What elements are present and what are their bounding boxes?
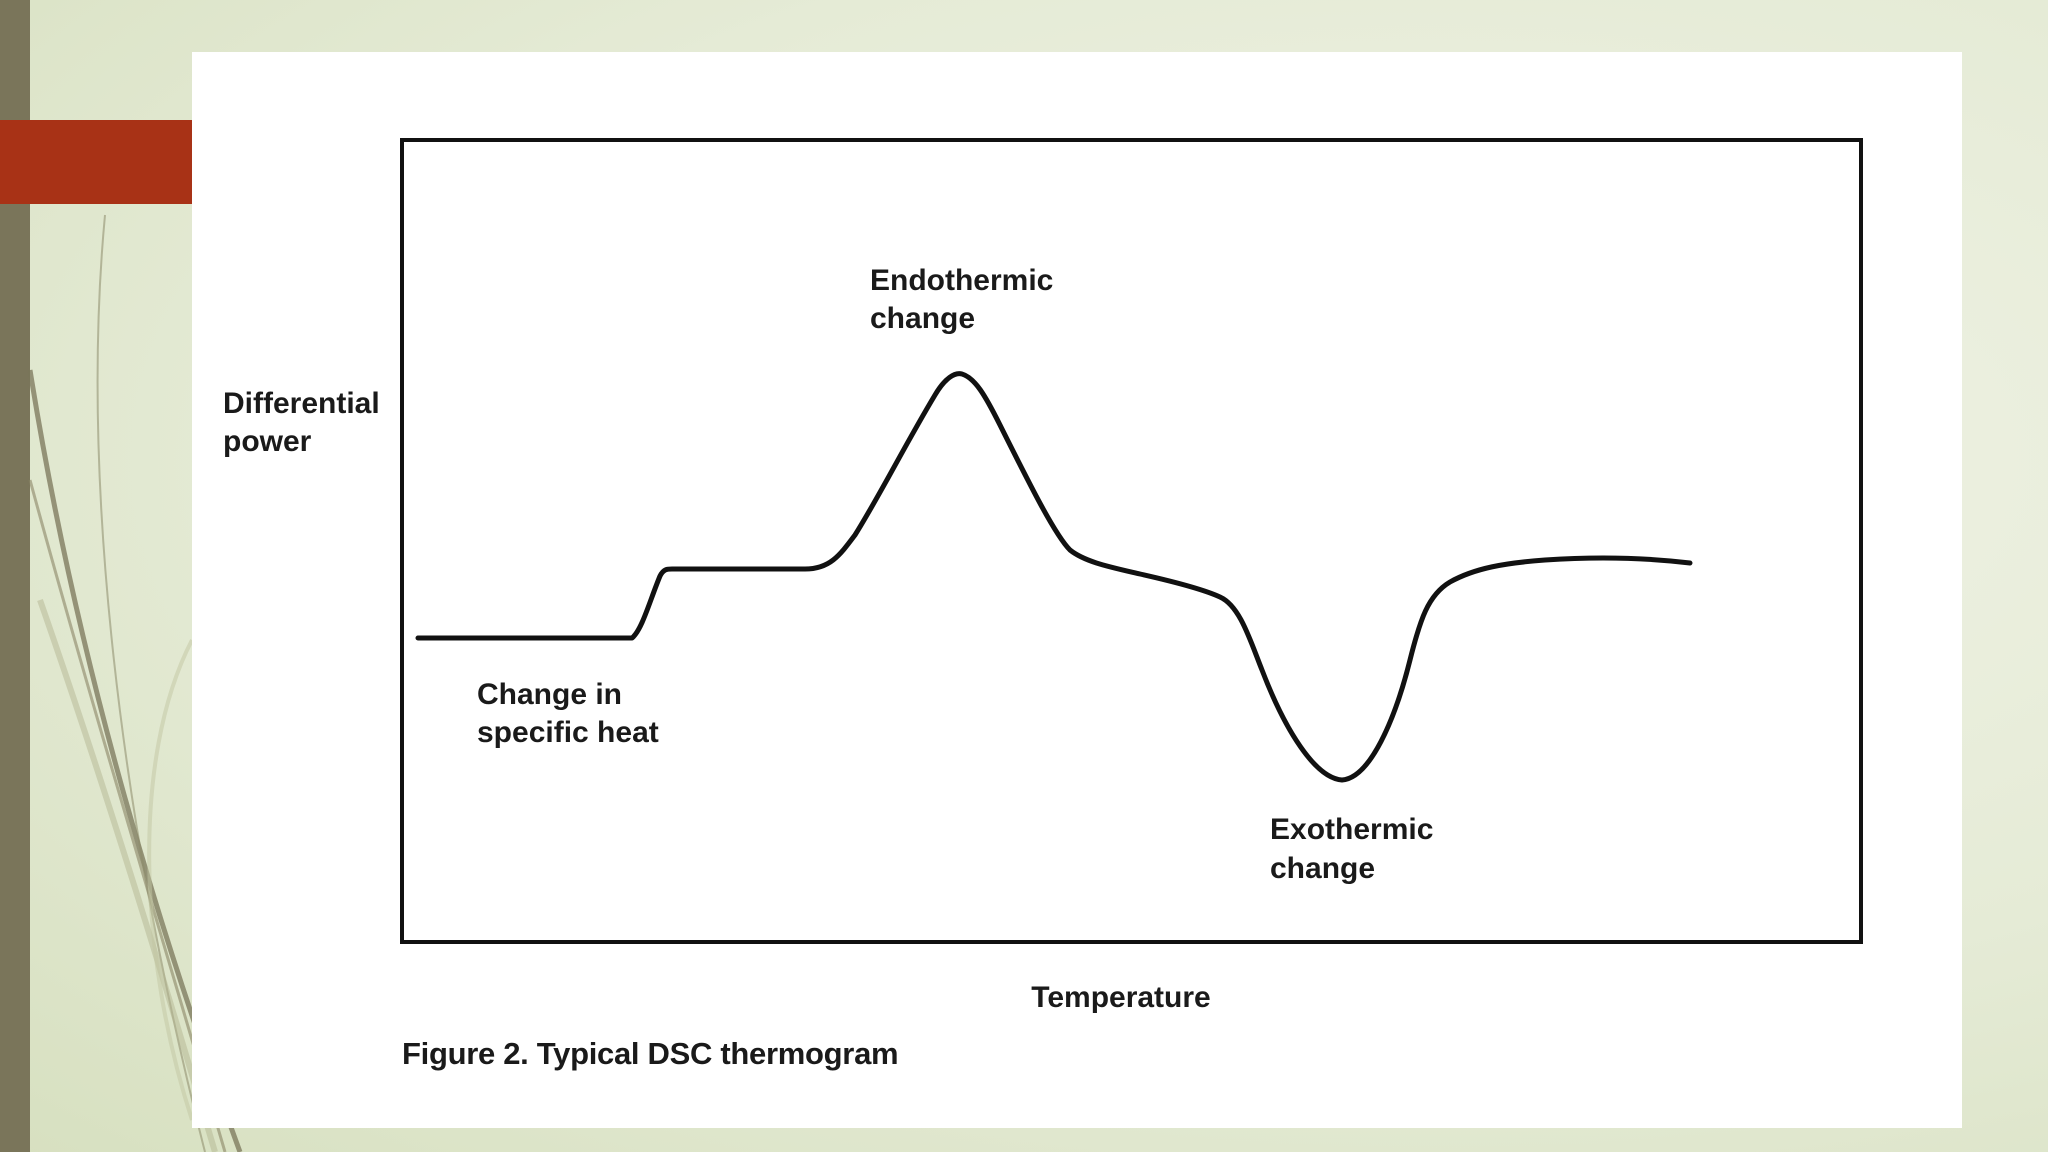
y-axis-label-line-2: power: [223, 425, 312, 458]
slide-accent-bar: [0, 120, 192, 204]
x-axis-label: Temperature: [1031, 981, 1211, 1014]
thermogram-curve: [415, 371, 1693, 783]
specific-heat-label-line-2: specific heat: [477, 716, 659, 749]
specific-heat-label-line-1: Change in: [477, 678, 622, 711]
endothermic-label-line-1: Endothermic: [870, 264, 1053, 297]
exothermic-label-line-1: Exothermic: [1270, 813, 1433, 846]
y-axis-label: Differential power: [223, 387, 388, 458]
specific-heat-label: Change in specific heat: [477, 678, 659, 749]
plot-frame: [400, 138, 1863, 944]
exothermic-label-line-2: change: [1270, 852, 1375, 885]
endothermic-label: Endothermic change: [870, 264, 1062, 335]
figure-caption: Figure 2. Typical DSC thermogram: [402, 1036, 899, 1071]
figure-panel: [192, 52, 1962, 1128]
endothermic-label-line-2: change: [870, 302, 975, 335]
exothermic-label: Exothermic change: [1270, 813, 1442, 885]
y-axis-label-line-1: Differential: [223, 387, 380, 420]
